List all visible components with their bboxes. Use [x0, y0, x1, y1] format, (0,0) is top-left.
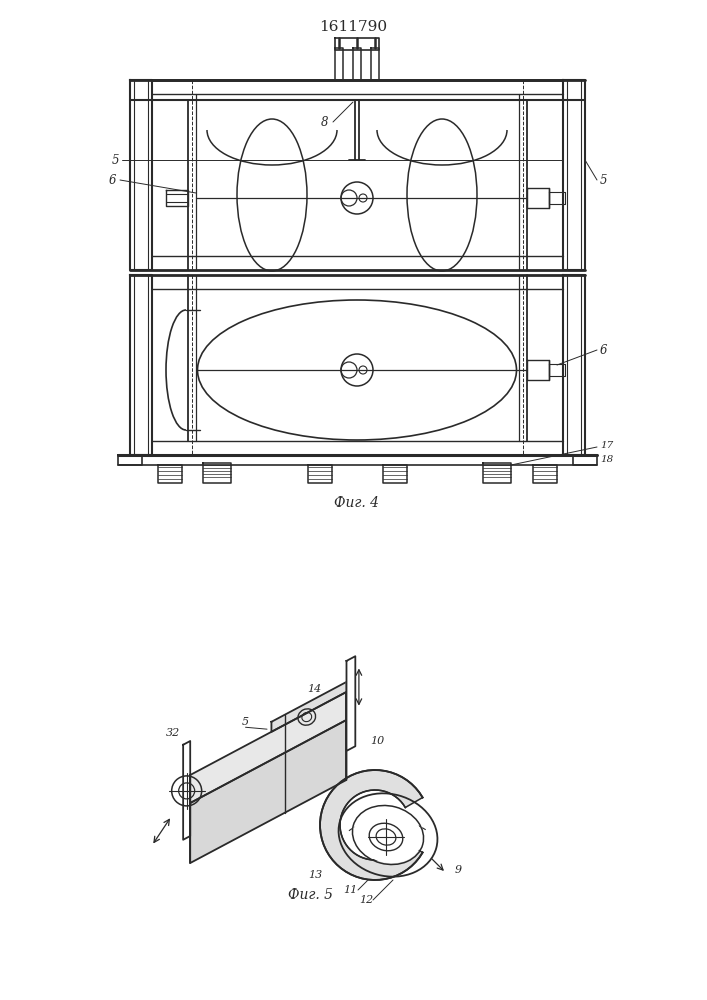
Text: 11: 11 [343, 885, 357, 895]
Text: 13: 13 [308, 870, 322, 880]
Text: 5: 5 [242, 717, 249, 727]
Text: Фиг. 5: Фиг. 5 [288, 888, 332, 902]
Polygon shape [190, 720, 346, 863]
Text: 18: 18 [600, 456, 614, 464]
Text: 12: 12 [359, 895, 373, 905]
Text: 17: 17 [600, 440, 614, 450]
Polygon shape [271, 682, 346, 732]
Polygon shape [190, 692, 346, 803]
Text: 6: 6 [108, 174, 116, 186]
Text: 5: 5 [600, 174, 607, 186]
Polygon shape [183, 741, 190, 840]
Text: 14: 14 [308, 684, 322, 694]
Text: 8: 8 [321, 115, 329, 128]
Text: 5: 5 [111, 153, 119, 166]
Polygon shape [320, 770, 423, 880]
Text: 32: 32 [166, 728, 180, 738]
Text: 9: 9 [455, 865, 462, 875]
Polygon shape [346, 656, 356, 751]
Ellipse shape [354, 807, 421, 863]
Text: 10: 10 [370, 736, 385, 746]
Text: Фиг. 4: Фиг. 4 [334, 496, 380, 510]
Text: 6: 6 [600, 344, 607, 357]
Text: 1611790: 1611790 [319, 20, 387, 34]
